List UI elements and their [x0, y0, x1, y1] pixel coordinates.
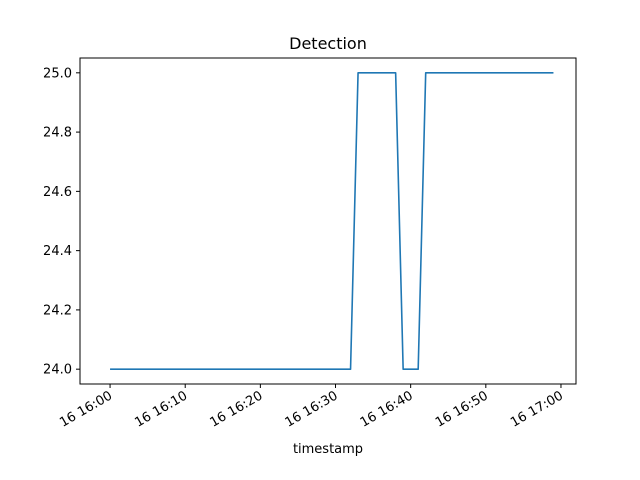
y-tick-label-5: 25.0 [43, 66, 72, 81]
y-tick-label-1: 24.2 [43, 303, 72, 318]
series-line-0 [110, 72, 554, 370]
y-tick-label-4: 24.8 [43, 126, 72, 141]
y-tick-label-2: 24.4 [43, 244, 72, 259]
y-tick-label-3: 24.6 [43, 185, 72, 200]
x-axis-label: timestamp [293, 442, 363, 457]
y-tick-label-0: 24.0 [43, 363, 72, 378]
plot-frame [79, 57, 577, 385]
chart-title: Detection [289, 34, 367, 53]
